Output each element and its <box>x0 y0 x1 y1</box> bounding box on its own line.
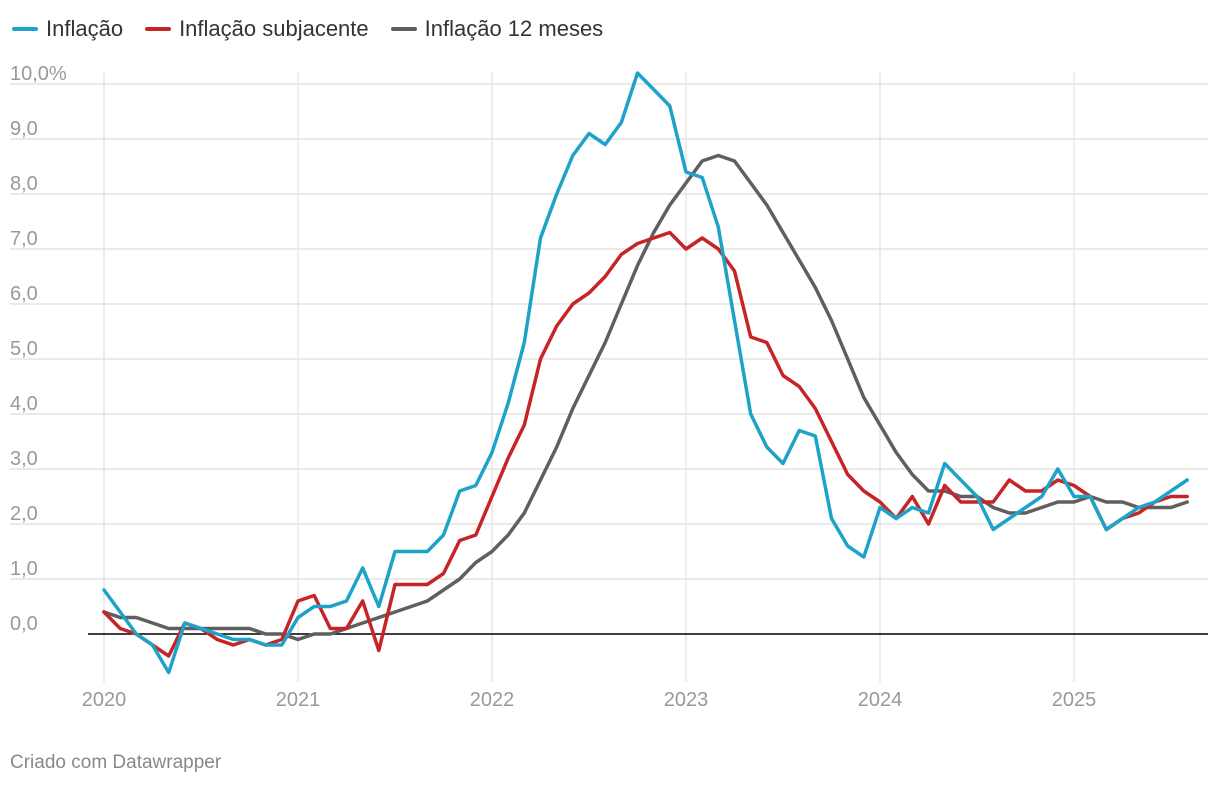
x-tick-label: 2020 <box>82 689 127 711</box>
x-tick-label: 2022 <box>470 689 515 711</box>
x-tick-label: 2025 <box>1052 689 1097 711</box>
y-tick-label: 9,0 <box>10 118 38 140</box>
x-tick-label: 2024 <box>858 689 903 711</box>
legend-label-inflacao-12-meses: Inflação 12 meses <box>424 16 604 41</box>
x-tick-label: 2023 <box>664 689 709 711</box>
credit-text[interactable]: Criado com Datawrapper <box>10 752 222 773</box>
legend-item-inflacao[interactable]: Inflação <box>12 16 123 42</box>
chart-legend: Inflação Inflação subjacente Inflação 12… <box>12 14 603 44</box>
y-tick-label: 5,0 <box>10 338 38 360</box>
y-tick-label: 0,0 <box>10 613 38 635</box>
series-line-inflacao <box>102 71 1189 675</box>
y-tick-label: 4,0 <box>10 393 38 415</box>
y-tick-label: 10,0% <box>10 63 67 85</box>
legend-item-inflacao-subjacente[interactable]: Inflação subjacente <box>145 16 369 42</box>
legend-label-inflacao-subjacente: Inflação subjacente <box>179 16 369 41</box>
legend-swatch-inflacao-subjacente <box>145 27 172 31</box>
legend-swatch-inflacao <box>12 27 38 31</box>
y-tick-label: 1,0 <box>10 558 38 580</box>
legend-swatch-inflacao-12-meses <box>390 27 417 31</box>
y-tick-label: 6,0 <box>10 283 38 305</box>
legend-item-inflacao-12-meses[interactable]: Inflação 12 meses <box>390 16 604 42</box>
y-tick-label: 2,0 <box>10 503 38 525</box>
y-tick-label: 8,0 <box>10 173 38 195</box>
y-tick-label: 7,0 <box>10 228 38 250</box>
y-tick-label: 3,0 <box>10 448 38 470</box>
series-line-inflacao-12-meses <box>102 153 1189 642</box>
series-line-inflacao-subjacente <box>102 230 1189 658</box>
x-tick-label: 2021 <box>276 689 321 711</box>
legend-label-inflacao: Inflação <box>46 16 124 41</box>
